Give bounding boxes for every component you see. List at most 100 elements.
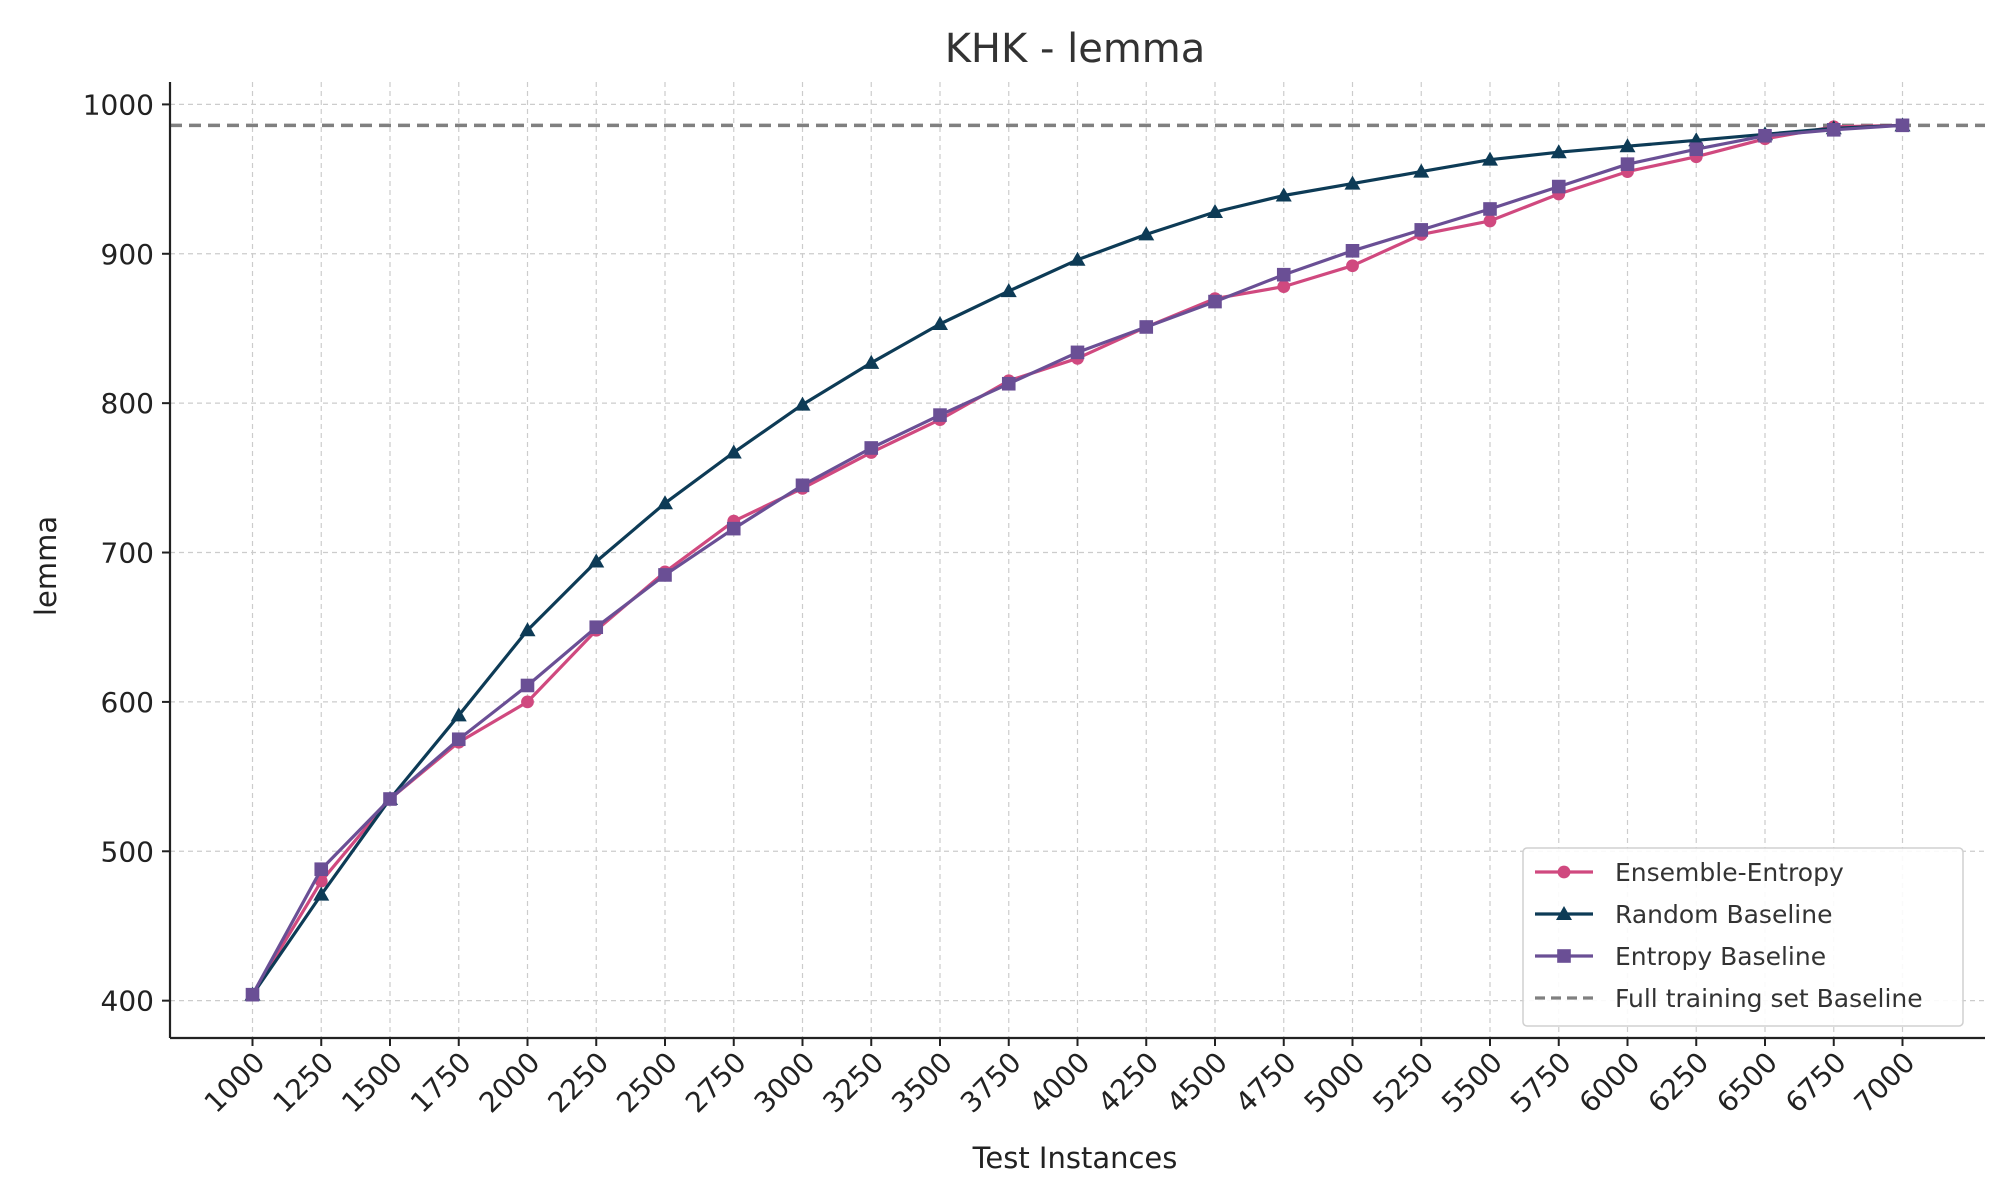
x-tick-label: 1000 xyxy=(198,1046,272,1120)
data-point xyxy=(932,315,948,330)
x-tick-label: 2750 xyxy=(679,1046,753,1120)
data-point xyxy=(1070,345,1085,360)
x-tick-label: 5750 xyxy=(1504,1046,1578,1120)
data-point xyxy=(520,678,535,693)
x-tick-label: 2250 xyxy=(541,1046,615,1120)
data-point xyxy=(383,792,397,806)
x-tick-label: 4750 xyxy=(1229,1046,1303,1120)
y-tick-label: 900 xyxy=(101,238,154,271)
data-point xyxy=(588,553,605,568)
legend-item: Random Baseline xyxy=(1535,900,1832,929)
y-tick-label: 600 xyxy=(101,686,154,719)
x-tick-label: 3500 xyxy=(885,1046,959,1120)
legend-label: Random Baseline xyxy=(1615,900,1832,929)
y-tick-label: 1000 xyxy=(83,88,154,121)
data-point xyxy=(450,707,467,722)
data-point xyxy=(1413,163,1430,178)
data-point xyxy=(795,478,810,493)
data-point xyxy=(519,622,536,637)
data-point xyxy=(521,695,534,709)
data-point xyxy=(1551,179,1566,194)
data-point xyxy=(314,862,329,877)
x-axis-label: Test Instances xyxy=(972,1141,1178,1175)
data-point xyxy=(1483,214,1497,228)
data-point xyxy=(451,732,466,747)
legend-item: Entropy Baseline xyxy=(1535,942,1826,971)
data-point xyxy=(1345,243,1360,258)
data-point xyxy=(1758,128,1772,143)
data-point xyxy=(1208,294,1222,309)
x-tick-label: 4500 xyxy=(1160,1046,1234,1120)
x-tick-label: 4250 xyxy=(1091,1046,1165,1120)
y-tick-label: 800 xyxy=(101,387,154,420)
legend-label: Entropy Baseline xyxy=(1615,942,1826,971)
series-entropy-baseline xyxy=(245,118,1910,1002)
data-point xyxy=(1346,259,1359,273)
data-point xyxy=(726,521,741,536)
y-tick-label: 700 xyxy=(101,537,154,570)
data-point xyxy=(1557,949,1571,963)
data-point xyxy=(1619,138,1636,153)
data-point xyxy=(1207,203,1223,218)
data-point xyxy=(245,987,260,1002)
data-point xyxy=(1550,144,1567,159)
x-tick-label: 7000 xyxy=(1848,1046,1922,1120)
data-point xyxy=(1826,123,1841,137)
data-point xyxy=(1344,175,1361,190)
data-point xyxy=(1275,187,1292,202)
data-point xyxy=(1414,223,1429,237)
data-point xyxy=(725,444,742,459)
data-point xyxy=(1895,118,1910,133)
legend-label: Full training set Baseline xyxy=(1615,984,1923,1013)
legend-box xyxy=(1522,847,1964,1027)
y-tick-label: 400 xyxy=(101,985,154,1018)
data-point xyxy=(658,568,672,582)
data-point xyxy=(864,441,879,455)
legend-item: Ensemble-Entropy xyxy=(1535,858,1844,887)
data-point xyxy=(1001,376,1016,391)
series-group xyxy=(244,117,1911,1002)
x-tick-label: 5250 xyxy=(1366,1046,1440,1120)
data-point xyxy=(933,408,947,422)
y-axis-label: lemma xyxy=(29,516,63,616)
x-tick-label: 4000 xyxy=(1023,1046,1097,1120)
data-point xyxy=(1482,151,1498,166)
data-point xyxy=(657,495,673,510)
x-tick-label: 2000 xyxy=(473,1046,547,1120)
x-tick-label: 3750 xyxy=(954,1046,1028,1120)
data-point xyxy=(1138,226,1155,241)
x-tick-label: 6000 xyxy=(1573,1046,1647,1120)
x-tick-label: 6750 xyxy=(1779,1046,1853,1120)
x-tick-label: 3000 xyxy=(748,1046,822,1120)
x-tick-label: 6250 xyxy=(1641,1046,1715,1120)
data-point xyxy=(863,354,880,369)
data-point xyxy=(1277,280,1291,294)
data-point xyxy=(1139,320,1154,334)
x-axis-ticks: 1000125015001750200022502500275030003250… xyxy=(198,1038,1922,1120)
y-tick-label: 500 xyxy=(101,835,154,868)
data-point xyxy=(313,886,330,901)
legend-label: Ensemble-Entropy xyxy=(1615,858,1844,887)
x-tick-label: 1250 xyxy=(266,1046,340,1120)
data-point xyxy=(589,620,604,635)
legend-item: Full training set Baseline xyxy=(1535,984,1923,1013)
data-point xyxy=(1276,267,1291,282)
x-tick-label: 2500 xyxy=(610,1046,684,1120)
data-point xyxy=(1620,157,1635,171)
data-point xyxy=(1069,251,1086,266)
x-tick-label: 1500 xyxy=(335,1046,409,1120)
data-point xyxy=(1557,865,1571,879)
chart-title: KHK - lemma xyxy=(945,26,1206,72)
x-tick-label: 5000 xyxy=(1298,1046,1372,1120)
x-tick-label: 6500 xyxy=(1710,1046,1784,1120)
legend: Ensemble-Entropy Random Baseline Entropy B… xyxy=(1522,847,1964,1027)
data-point xyxy=(794,396,811,411)
data-point xyxy=(1556,906,1572,920)
x-tick-label: 5500 xyxy=(1435,1046,1509,1120)
data-point xyxy=(1689,142,1704,157)
x-tick-label: 1750 xyxy=(404,1046,478,1120)
data-point xyxy=(1483,202,1497,216)
x-tick-label: 3250 xyxy=(816,1046,890,1120)
y-axis-ticks: 400 500 600 700 800 900 1000 xyxy=(83,88,170,1018)
